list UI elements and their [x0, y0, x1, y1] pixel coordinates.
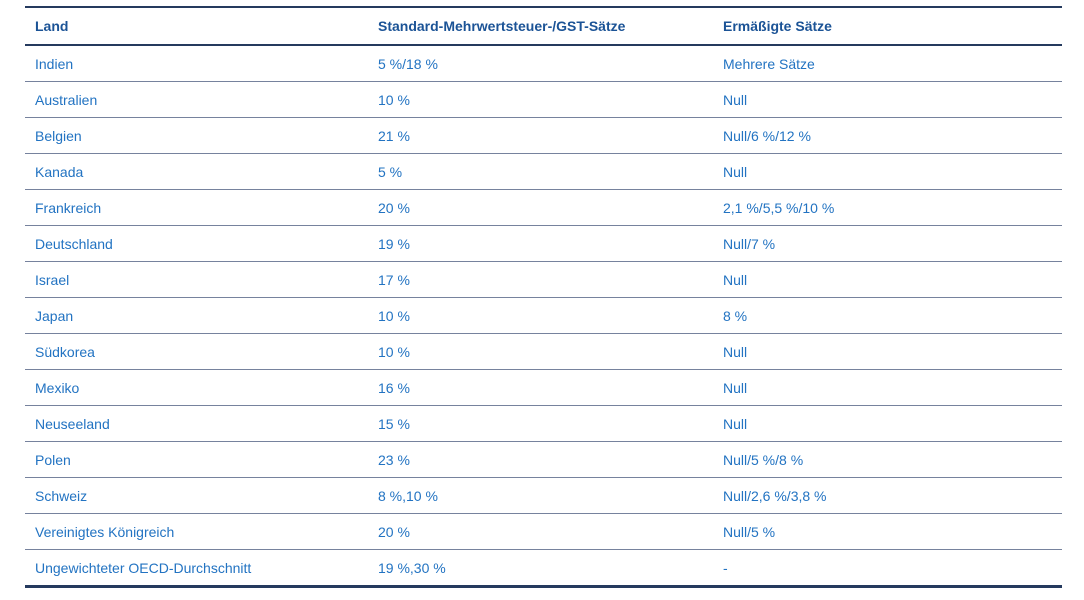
country-cell: Polen: [25, 441, 368, 478]
table-row: Kanada 5 % Null: [25, 153, 1062, 190]
reduced-rate-cell: 8 %: [713, 297, 1062, 334]
standard-rate-cell: 10 %: [368, 333, 713, 370]
standard-rate-cell: 19 %: [368, 225, 713, 262]
country-cell: Deutschland: [25, 225, 368, 262]
country-cell: Mexiko: [25, 369, 368, 406]
table-row: Südkorea 10 % Null: [25, 333, 1062, 370]
country-cell: Vereinigtes Königreich: [25, 513, 368, 550]
reduced-rate-cell: Null/6 %/12 %: [713, 117, 1062, 154]
reduced-rate-cell: Null/2,6 %/3,8 %: [713, 477, 1062, 514]
country-cell: Israel: [25, 261, 368, 298]
table-header-row: Land Standard-Mehrwertsteuer-/GST-Sätze …: [25, 7, 1062, 46]
table-row: Ungewichteter OECD-Durchschnitt 19 %,30 …: [25, 550, 1062, 587]
reduced-rate-cell: Null/5 %/8 %: [713, 441, 1062, 478]
country-cell: Australien: [25, 81, 368, 118]
reduced-rate-cell: Null: [713, 369, 1062, 406]
reduced-rate-cell: Null: [713, 405, 1062, 442]
reduced-rate-cell: Null/7 %: [713, 225, 1062, 262]
column-header-land: Land: [25, 7, 368, 46]
table-row: Australien 10 % Null: [25, 81, 1062, 118]
standard-rate-cell: 5 %: [368, 153, 713, 190]
standard-rate-cell: 20 %: [368, 513, 713, 550]
country-cell: Belgien: [25, 117, 368, 154]
table-body: Indien 5 %/18 % Mehrere Sätze Australien…: [25, 45, 1062, 587]
standard-rate-cell: 19 %,30 %: [378, 559, 446, 576]
country-cell: Frankreich: [25, 189, 368, 226]
standard-rate-cell: 17 %: [368, 261, 713, 298]
table-row: Israel 17 % Null: [25, 261, 1062, 298]
reduced-rate-cell: -: [723, 559, 728, 576]
table-row: Frankreich 20 % 2,1 %/5,5 %/10 %: [25, 189, 1062, 226]
standard-rate-cell: 16 %: [368, 369, 713, 406]
reduced-rate-cell: Null: [713, 333, 1062, 370]
vat-rates-table: Land Standard-Mehrwertsteuer-/GST-Sätze …: [25, 6, 1062, 588]
table-row: Belgien 21 % Null/6 %/12 %: [25, 117, 1062, 154]
reduced-rate-cell: Null: [713, 261, 1062, 298]
standard-rate-cell: 5 %/18 %: [368, 45, 713, 82]
table-row: Schweiz 8 %,10 % Null/2,6 %/3,8 %: [25, 477, 1062, 514]
country-cell: Schweiz: [25, 477, 368, 514]
table-row: Deutschland 19 % Null/7 %: [25, 225, 1062, 262]
reduced-rate-cell: Null: [713, 81, 1062, 118]
reduced-rate-cell: Mehrere Sätze: [713, 45, 1062, 82]
column-header-standard-rates: Standard-Mehrwertsteuer-/GST-Sätze: [368, 7, 713, 46]
standard-rate-cell: 8 %,10 %: [368, 477, 713, 514]
column-header-reduced-rates: Ermäßigte Sätze: [713, 7, 1062, 46]
standard-rate-cell: 20 %: [368, 189, 713, 226]
standard-rate-cell: 21 %: [368, 117, 713, 154]
country-cell: Kanada: [25, 153, 368, 190]
standard-rate-cell: 15 %: [368, 405, 713, 442]
table-row: Japan 10 % 8 %: [25, 297, 1062, 334]
standard-rate-cell: 23 %: [368, 441, 713, 478]
table-row: Indien 5 %/18 % Mehrere Sätze: [25, 45, 1062, 82]
table-row: Vereinigtes Königreich 20 % Null/5 %: [25, 513, 1062, 550]
reduced-rate-cell: 2,1 %/5,5 %/10 %: [713, 189, 1062, 226]
table-row: Mexiko 16 % Null: [25, 369, 1062, 406]
country-cell: Ungewichteter OECD-Durchschnitt: [35, 559, 252, 576]
country-cell: Japan: [25, 297, 368, 334]
standard-rate-cell: 10 %: [368, 81, 713, 118]
vat-table-container: Land Standard-Mehrwertsteuer-/GST-Sätze …: [25, 6, 1062, 588]
reduced-rate-cell: Null/5 %: [713, 513, 1062, 550]
country-cell: Neuseeland: [25, 405, 368, 442]
country-cell: Indien: [25, 45, 368, 82]
table-row: Polen 23 % Null/5 %/8 %: [25, 441, 1062, 478]
country-cell: Südkorea: [25, 333, 368, 370]
table-row: Neuseeland 15 % Null: [25, 405, 1062, 442]
standard-rate-cell: 10 %: [368, 297, 713, 334]
reduced-rate-cell: Null: [713, 153, 1062, 190]
